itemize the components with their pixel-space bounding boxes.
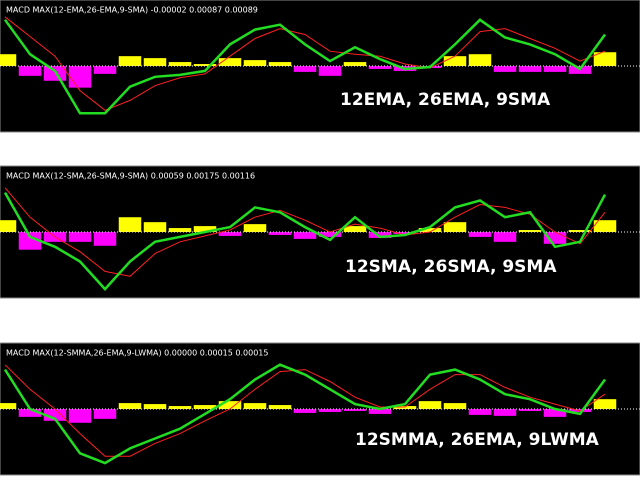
histogram-bar (343, 409, 367, 411)
indicator-line (4, 16, 606, 111)
histogram-bar (368, 232, 392, 238)
histogram-bar (418, 401, 442, 409)
indicator-line (4, 187, 606, 277)
histogram-bar (293, 409, 317, 413)
histogram-bar (18, 232, 42, 250)
histogram-bar (168, 406, 192, 409)
histogram-bar (143, 58, 167, 66)
histogram-bar (193, 405, 217, 409)
histogram-bar (143, 404, 167, 409)
panel-title: MACD MAX(12-SMMA,26-EMA,9-LWMA) 0.00000 … (6, 349, 268, 358)
histogram-bar (393, 406, 417, 409)
histogram-bar (93, 409, 117, 419)
histogram-bar (318, 66, 342, 76)
histogram-bar (118, 217, 142, 232)
histogram-bar (268, 232, 292, 235)
histogram-bar (93, 66, 117, 74)
histogram-bar (393, 232, 417, 234)
histogram-bar (593, 52, 617, 66)
histogram-bar (68, 232, 92, 242)
histogram-bar (593, 220, 617, 232)
histogram-bar (243, 60, 267, 66)
panel-title: MACD MAX(12-EMA,26-EMA,9-SMA) -0.00002 0… (6, 6, 258, 15)
histogram-bar (193, 64, 217, 66)
panel-title: MACD MAX(12-SMA,26-SMA,9-SMA) 0.00059 0.… (6, 172, 255, 181)
histogram-bar (568, 230, 592, 232)
histogram-bar (118, 56, 142, 66)
histogram-bar (443, 403, 467, 409)
histogram-bar (443, 56, 467, 66)
histogram-bar (268, 405, 292, 409)
annotation: 12EMA, 26EMA, 9SMA (340, 90, 551, 110)
histogram-bar (218, 401, 242, 409)
indicator-line (3, 18, 607, 115)
histogram-bar (0, 403, 17, 409)
histogram-bar (368, 66, 392, 69)
histogram-bar (493, 409, 517, 416)
histogram-bar (0, 220, 17, 232)
histogram-bar (468, 232, 492, 237)
histogram-bar (493, 232, 517, 242)
histogram-bar (68, 409, 92, 423)
histogram-bar (168, 62, 192, 66)
histogram-bar (343, 226, 367, 232)
histogram-bar (368, 409, 392, 414)
histogram-bar (18, 66, 42, 76)
histogram-bar (468, 409, 492, 415)
histogram-bar (543, 409, 567, 417)
histogram-bar (118, 403, 142, 409)
histogram-bar (243, 403, 267, 409)
histogram-bar (68, 66, 92, 88)
histogram-bar (268, 62, 292, 66)
histogram-bar (593, 399, 617, 409)
histogram-bar (468, 54, 492, 66)
histogram-bar (518, 66, 542, 72)
histogram-bar (143, 222, 167, 232)
histogram-bar (18, 409, 42, 417)
histogram-bar (0, 54, 17, 66)
histogram-bar (518, 409, 542, 411)
histogram-bar (318, 409, 342, 412)
histogram-bar (293, 66, 317, 72)
annotation: 12SMMA, 26EMA, 9LWMA (355, 430, 600, 450)
histogram-bar (93, 232, 117, 246)
histogram-bar (343, 62, 367, 66)
histogram-bar (443, 222, 467, 232)
histogram-bar (43, 66, 67, 81)
histogram-bar (168, 228, 192, 232)
histogram-bar (318, 232, 342, 237)
histogram-bar (293, 232, 317, 239)
histogram-bar (493, 66, 517, 72)
indicator-line (4, 364, 606, 457)
annotation: 12SMA, 26SMA, 9SMA (345, 257, 557, 277)
histogram-bar (518, 230, 542, 232)
histogram-bar (243, 224, 267, 232)
histogram-bar (543, 232, 567, 244)
histogram-bar (43, 409, 67, 421)
histogram-bar (543, 66, 567, 72)
indicator-line (3, 191, 607, 291)
histogram-bar (218, 58, 242, 66)
histogram-bar (218, 232, 242, 236)
indicator-line (3, 363, 607, 465)
histogram-bar (418, 228, 442, 232)
histogram-bar (193, 226, 217, 232)
